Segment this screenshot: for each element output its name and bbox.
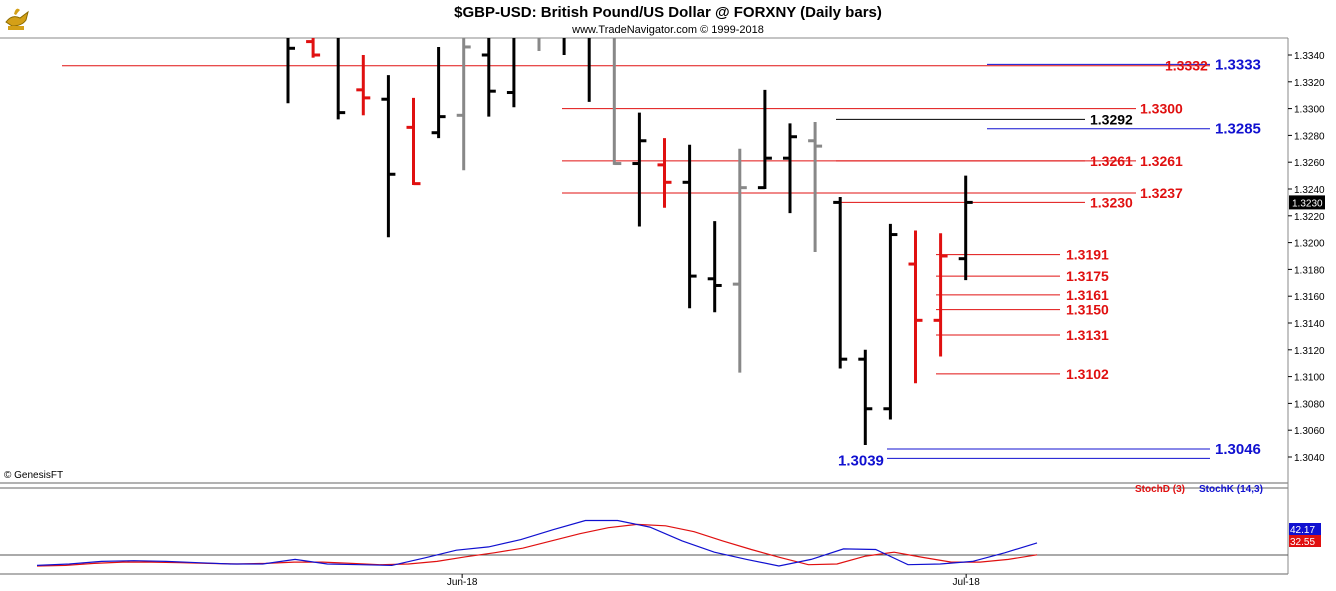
stoch-series-line [36, 519, 1038, 567]
price-tick-label: 1.3340 [1294, 51, 1325, 62]
level-label: 1.3046 [1215, 441, 1261, 458]
price-bar [356, 55, 371, 116]
level-label: 1.3191 [1066, 247, 1109, 263]
level-label: 1.3285 [1215, 121, 1261, 138]
level-label: 1.3300 [1140, 101, 1183, 117]
level-lines [62, 63, 1210, 459]
price-bar [707, 221, 722, 313]
price-bar [632, 112, 647, 227]
level-label: 1.3039 [838, 452, 884, 469]
chart-subtitle: www.TradeNavigator.com © 1999-2018 [571, 24, 764, 36]
price-tick-label: 1.3180 [1294, 265, 1325, 276]
price-tick-label: 1.3140 [1294, 319, 1325, 330]
price-bar [506, 38, 516, 108]
price-bar [783, 123, 797, 214]
stoch-last-box [1289, 535, 1321, 547]
price-bar [858, 349, 873, 445]
price-bar [757, 89, 772, 190]
date-tick-label: Jun-18 [447, 577, 478, 588]
price-bars [286, 38, 973, 445]
level-label: 1.3261 [1090, 153, 1133, 169]
price-bar [732, 148, 747, 373]
price-bar [808, 122, 823, 252]
price-tick-label: 1.3160 [1294, 292, 1325, 303]
level-labels: 1.3332 1.3300 1.3261 1.3261 1.3237 1.3230 1.31… [838, 56, 1261, 469]
price-tick-label: 1.3220 [1294, 212, 1325, 223]
price-bar [612, 38, 622, 166]
level-label: 1.3230 [1090, 194, 1133, 210]
level-label: 1.3237 [1140, 185, 1183, 201]
price-bar [682, 144, 697, 309]
price-tick-label: 1.3200 [1294, 239, 1325, 250]
chart-title: $GBP-USD: British Pound/US Dollar @ FORX… [454, 4, 882, 21]
level-label: 1.3161 [1066, 287, 1109, 303]
level-label: 1.3261 [1140, 153, 1183, 169]
price-bar [481, 38, 496, 117]
logo-icon [5, 8, 29, 30]
price-tick-label: 1.3060 [1294, 426, 1325, 437]
legend-stochk: StochK (14,3) [1199, 484, 1263, 495]
level-label: 1.3333 [1215, 56, 1261, 73]
price-bar [406, 97, 421, 186]
price-tick-label: 1.3240 [1294, 185, 1325, 196]
level-label: 1.3131 [1066, 327, 1109, 343]
last-price-box [1289, 195, 1325, 210]
date-axis: Jun-18 Jul-18 [447, 574, 980, 588]
price-bar [933, 233, 948, 357]
level-label: 1.3150 [1066, 302, 1109, 318]
price-tick-label: 1.3280 [1294, 131, 1325, 142]
price-tick-label: 1.3040 [1294, 453, 1325, 464]
price-bar [657, 138, 672, 208]
price-bar [587, 38, 591, 102]
stoch-last-label: 32.55 [1290, 537, 1315, 548]
price-tick-label: 1.3300 [1294, 105, 1325, 116]
stoch-last-label: 42.17 [1290, 525, 1315, 536]
copyright-label: © GenesisFT [4, 470, 63, 481]
price-bar [381, 75, 396, 238]
price-bar [833, 197, 848, 369]
price-tick-label: 1.3120 [1294, 346, 1325, 357]
level-label: 1.3292 [1090, 111, 1133, 127]
price-axis: 1.3340 1.3320 1.3300 1.3280 1.3260 1.3240 1.32… [1288, 51, 1325, 464]
price-bar [456, 38, 471, 171]
price-bar [306, 38, 321, 58]
price-bar [336, 38, 346, 120]
price-bar [431, 46, 446, 139]
price-bar [958, 175, 973, 281]
level-label: 1.3102 [1066, 366, 1109, 382]
price-bar [883, 223, 898, 420]
price-bar [562, 38, 566, 55]
price-tick-label: 1.3100 [1294, 373, 1325, 384]
level-label: 1.3175 [1066, 268, 1109, 284]
price-tick-label: 1.3260 [1294, 158, 1325, 169]
date-tick-label: Jul-18 [953, 577, 981, 588]
price-tick-label: 1.3320 [1294, 78, 1325, 89]
last-price-label: 1.3230 [1292, 198, 1323, 209]
price-tick-label: 1.3080 [1294, 399, 1325, 410]
level-label: 1.3332 [1165, 58, 1208, 74]
legend-stochd: StochD (3) [1135, 484, 1185, 495]
price-bar [286, 38, 295, 104]
price-bar [908, 230, 923, 384]
stoch-last-box [1289, 523, 1321, 535]
price-bar [537, 38, 541, 51]
